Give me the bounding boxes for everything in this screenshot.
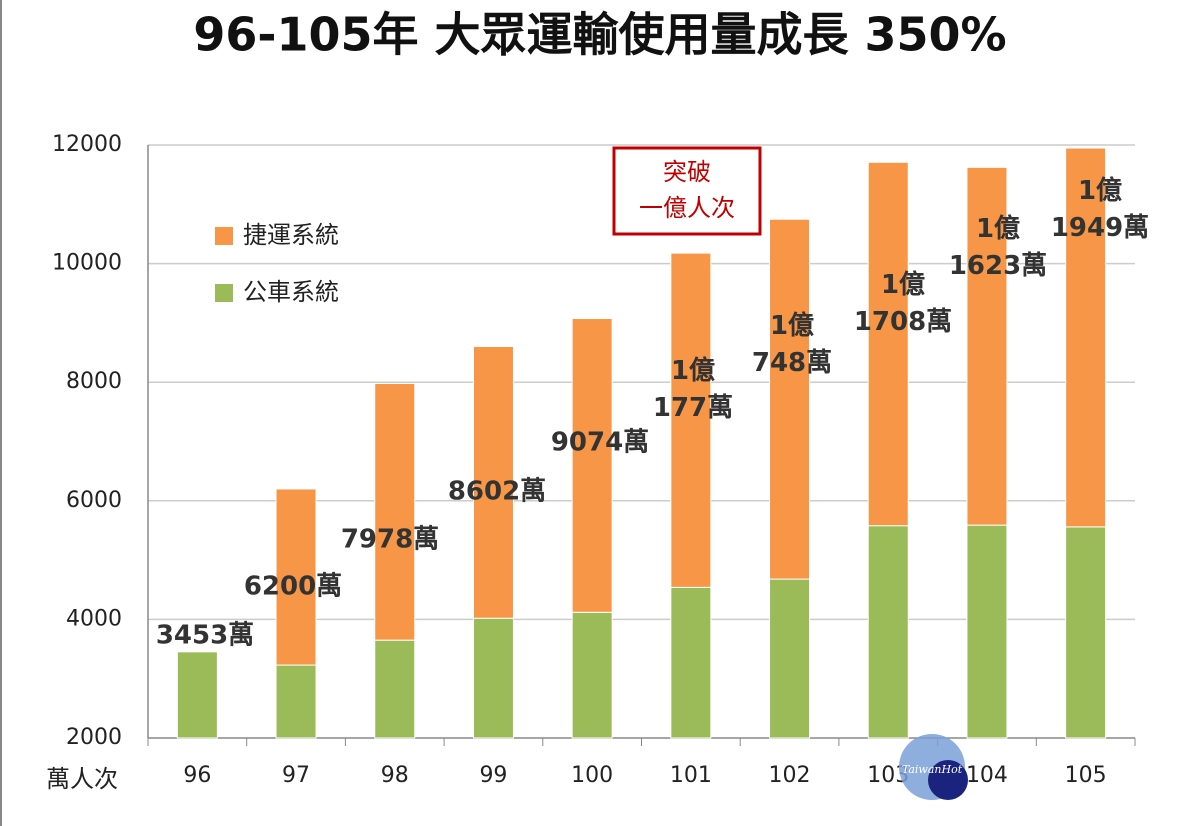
total-label: 7978萬 — [341, 525, 439, 555]
bar-segment — [867, 525, 909, 739]
total-label: 9074萬 — [551, 428, 649, 458]
total-label: 1億 — [1078, 176, 1122, 206]
legend-label: 捷運系統 — [243, 221, 339, 249]
annotation-box — [612, 146, 762, 236]
bar-segment — [472, 346, 514, 619]
y-tick-label: 10000 — [52, 251, 122, 276]
annotation: 一億人次 — [639, 194, 735, 222]
bar-segment — [571, 611, 613, 739]
total-label: 1708萬 — [854, 307, 952, 337]
bar-segment — [1065, 526, 1107, 739]
bar-segment — [1065, 147, 1107, 528]
total-label: 1億 — [770, 311, 814, 341]
watermark-circle — [928, 760, 968, 800]
legend-swatch — [215, 227, 233, 245]
bar-segment — [374, 383, 416, 641]
x-tick-label: 105 — [1065, 763, 1107, 788]
total-label: 3453萬 — [156, 621, 254, 651]
total-label: 177萬 — [653, 393, 733, 423]
bar-segment — [769, 578, 811, 739]
bar-segment — [670, 252, 712, 588]
x-tick-label: 102 — [769, 763, 811, 788]
chart-title: 96-105年 大眾運輸使用量成長 350% — [193, 8, 1006, 62]
total-label: 1623萬 — [949, 251, 1047, 281]
y-tick-label: 12000 — [52, 132, 122, 157]
total-label: 1億 — [976, 214, 1020, 244]
bar-segment — [176, 651, 218, 739]
x-tick-label: 104 — [966, 763, 1008, 788]
bar-segment — [374, 639, 416, 739]
x-tick-label: 99 — [479, 763, 507, 788]
y-tick-label: 6000 — [66, 488, 122, 513]
total-label: 1949萬 — [1051, 213, 1149, 243]
total-label: 1億 — [881, 270, 925, 300]
x-tick-label: 97 — [282, 763, 310, 788]
bar-segment — [472, 617, 514, 739]
bar-segment — [275, 488, 317, 666]
bar-segment — [867, 161, 909, 527]
watermark: TaiwanHot — [902, 763, 963, 776]
legend-label: 公車系統 — [243, 278, 339, 306]
bar-segment — [275, 664, 317, 739]
annotation: 突破 — [663, 158, 711, 186]
x-tick-label: 101 — [670, 763, 712, 788]
total-label: 748萬 — [752, 348, 832, 378]
y-tick-label: 2000 — [66, 725, 122, 750]
x-tick-label: 98 — [381, 763, 409, 788]
total-label: 6200萬 — [244, 572, 342, 602]
y-tick-label: 4000 — [66, 606, 122, 631]
x-tick-label: 96 — [183, 763, 211, 788]
bar-segment — [670, 586, 712, 739]
bar-segment — [966, 166, 1008, 526]
y-axis-label: 萬人次 — [46, 765, 118, 793]
legend-swatch — [215, 284, 233, 302]
plot: 2000 4000 6000 8000 10000 12000 96 3453萬 97 6200萬… — [52, 132, 1149, 788]
bar-segment — [571, 318, 613, 613]
bar-segment — [966, 524, 1008, 739]
total-label: 1億 — [671, 356, 715, 386]
x-tick-label: 100 — [571, 763, 613, 788]
y-tick-label: 8000 — [66, 369, 122, 394]
total-label: 8602萬 — [448, 477, 546, 507]
bar-segment — [769, 218, 811, 580]
